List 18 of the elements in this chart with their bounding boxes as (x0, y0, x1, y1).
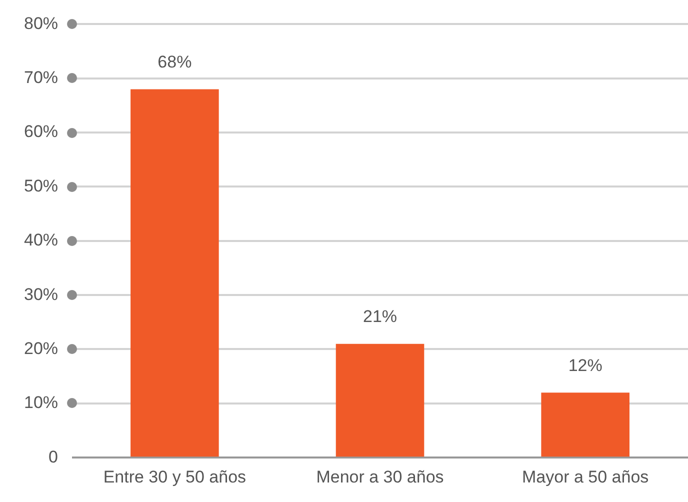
bar (130, 89, 219, 457)
y-tick-label: 40% (24, 230, 58, 250)
y-tick-label: 20% (24, 338, 58, 358)
data-label: 68% (158, 52, 192, 72)
data-label: 12% (568, 356, 602, 375)
y-tick-label: 0 (48, 447, 58, 466)
y-tick-label: 70% (24, 68, 58, 88)
data-label: 21% (362, 307, 398, 326)
x-tick-label: Menor a 30 años (316, 467, 444, 486)
y-tick-label: 50% (24, 176, 58, 196)
y-tick-label: 60% (24, 122, 58, 142)
x-tick-label: Mayor a 50 años (522, 467, 649, 486)
y-tick-label: 30% (24, 284, 58, 304)
bar (336, 344, 424, 457)
y-tick-label: 10% (24, 393, 58, 412)
y-tick-label: 80% (24, 14, 58, 33)
x-tick-label: Entre 30 y 50 años (103, 467, 246, 486)
bar (541, 392, 630, 457)
